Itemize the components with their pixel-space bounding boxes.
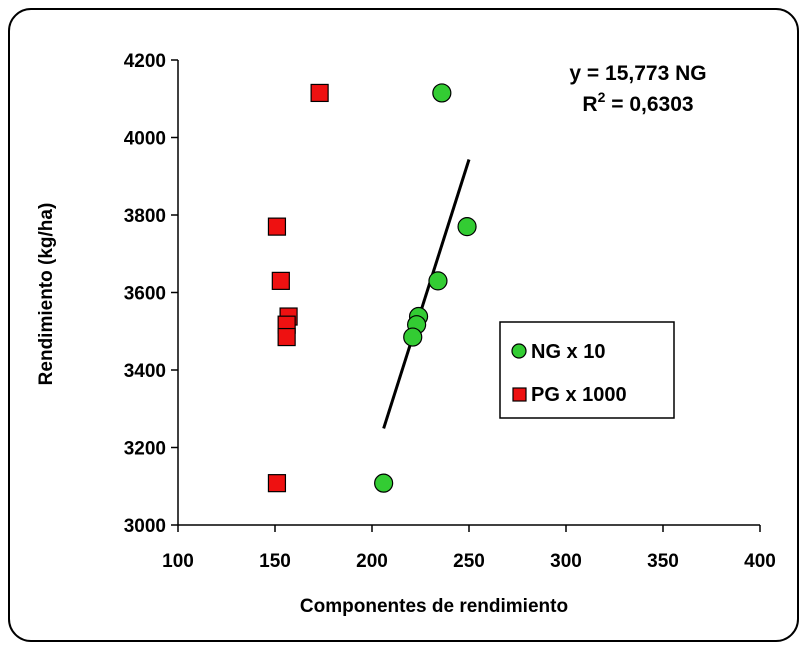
- trendline: [382, 159, 471, 429]
- ng-point: [428, 271, 448, 291]
- x-tick-label: 100: [162, 551, 194, 572]
- pg-point: [267, 217, 287, 236]
- legend: NG x 10 PG x 1000: [499, 321, 675, 419]
- trendline-equation: y = 15,773 NG: [569, 62, 706, 85]
- data-points: [267, 83, 477, 493]
- r2-value: = 0,6303: [605, 93, 693, 116]
- y-tick-label: 3600: [124, 284, 166, 305]
- y-tick-label: 3200: [124, 439, 166, 460]
- ng-point: [374, 473, 394, 493]
- pg-point: [277, 327, 296, 347]
- x-tick-label: 350: [647, 551, 679, 572]
- pg-point: [271, 271, 290, 290]
- trendline-r2: R2 = 0,6303: [582, 89, 693, 116]
- y-tick-label: 4200: [124, 51, 166, 72]
- chart-frame: [8, 8, 799, 642]
- y-tick-label: 3400: [124, 361, 166, 382]
- legend-marker-pg: [512, 387, 527, 402]
- x-tick-label: 300: [550, 551, 582, 572]
- ng-point: [403, 327, 423, 347]
- legend-label-ng: NG x 10: [531, 341, 605, 363]
- legend-marker-ng: [511, 343, 527, 359]
- legend-box: [499, 321, 675, 419]
- y-tick-label: 3000: [124, 516, 166, 537]
- r2-superscript: 2: [598, 89, 606, 105]
- y-tick-label: 3800: [124, 206, 166, 227]
- axes: 3000 3200 3400 3600 3800 4000 4200 100 150 200 250…: [124, 51, 776, 572]
- ng-point: [457, 217, 477, 237]
- y-axis-title: Rendimiento (kg/ha): [36, 203, 57, 386]
- r2-label: R: [582, 93, 597, 116]
- y-tick-label: 4000: [124, 129, 166, 150]
- x-tick-label: 250: [453, 551, 485, 572]
- pg-point: [310, 83, 329, 103]
- x-axis-title: Componentes de rendimiento: [300, 596, 568, 617]
- x-tick-label: 150: [259, 551, 291, 572]
- ng-point: [432, 83, 452, 103]
- x-tick-label: 200: [356, 551, 388, 572]
- x-tick-label: 400: [744, 551, 776, 572]
- legend-label-pg: PG x 1000: [531, 384, 627, 406]
- pg-point: [267, 474, 287, 493]
